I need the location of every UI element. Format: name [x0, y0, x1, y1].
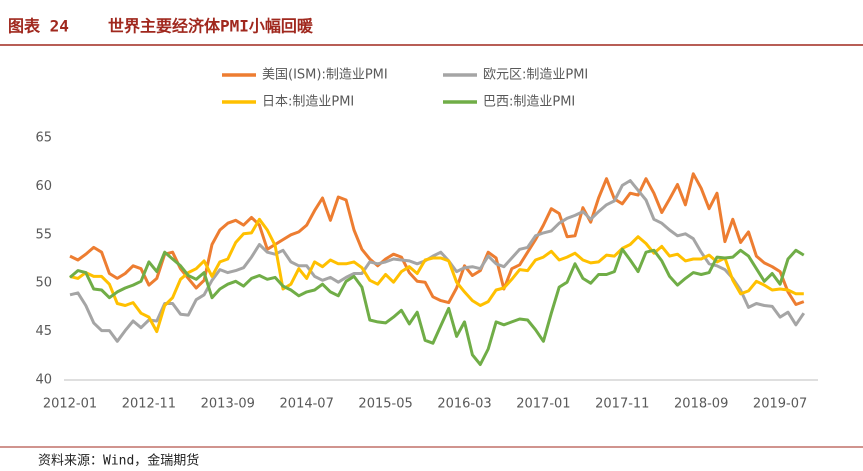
series-line: [69, 179, 806, 343]
x-tick-label: 2012-11: [122, 397, 176, 412]
x-tick-label: 2019-07: [753, 397, 807, 412]
y-tick-label: 55: [35, 227, 52, 242]
y-tick-label: 60: [35, 179, 52, 194]
y-tick-label: 45: [35, 324, 52, 339]
x-tick-label: 2018-09: [674, 397, 728, 412]
x-tick-label: 2013-09: [201, 397, 255, 412]
y-tick-label: 40: [35, 373, 52, 388]
x-tick-label: 2017-01: [516, 397, 570, 412]
x-tick-label: 2015-05: [358, 397, 412, 412]
legend-label: 巴西:制造业PMI: [483, 95, 575, 110]
x-tick-label: 2016-03: [437, 397, 491, 412]
y-tick-label: 65: [35, 131, 52, 146]
x-tick-label: 2014-07: [280, 397, 334, 412]
source: 资料来源：Wind，金瑞期货: [38, 453, 199, 469]
figure-label: 图表 24: [8, 17, 69, 36]
x-tick-label: 2012-01: [43, 397, 97, 412]
series-line: [69, 247, 805, 366]
x-tick-label: 2017-11: [595, 397, 649, 412]
legend-label: 美国(ISM):制造业PMI: [262, 68, 388, 83]
series-line: [69, 172, 805, 306]
series-line: [69, 217, 804, 334]
y-tick-label: 50: [35, 276, 52, 291]
legend-label: 欧元区:制造业PMI: [483, 68, 588, 83]
legend-label: 日本:制造业PMI: [262, 95, 354, 110]
figure-title: 世界主要经济体PMI小幅回暖: [108, 17, 314, 36]
